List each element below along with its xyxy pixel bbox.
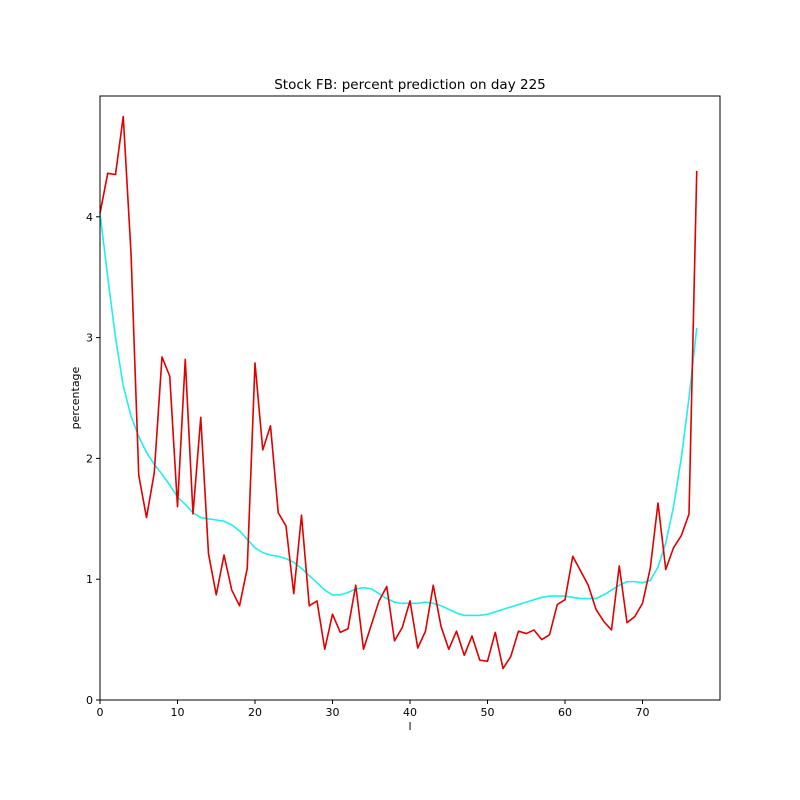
- x-tick-label: 10: [171, 706, 185, 719]
- series-line-cyan: [99, 213, 698, 617]
- y-axis: 0 1 2 3 4: [86, 211, 100, 707]
- x-tick-label: 30: [326, 706, 340, 719]
- x-tick-label: 20: [248, 706, 262, 719]
- x-axis-label: l: [408, 720, 411, 733]
- x-tick-label: 50: [481, 706, 495, 719]
- chart-title: Stock FB: percent prediction on day 225: [274, 77, 546, 93]
- series-layer: [99, 115, 698, 670]
- y-tick-label: 0: [86, 694, 93, 707]
- y-tick-label: 3: [86, 332, 93, 345]
- x-tick-label: 0: [97, 706, 104, 719]
- y-tick-label: 2: [86, 452, 93, 465]
- y-axis-label: percentage: [69, 366, 82, 429]
- y-tick-label: 4: [86, 211, 93, 224]
- x-tick-label: 70: [636, 706, 650, 719]
- x-tick-label: 40: [403, 706, 417, 719]
- x-tick-label: 60: [558, 706, 572, 719]
- x-axis: 0 10 20 30 40 50 60 70: [97, 700, 650, 719]
- y-tick-label: 1: [86, 573, 93, 586]
- series-line-red: [99, 115, 698, 670]
